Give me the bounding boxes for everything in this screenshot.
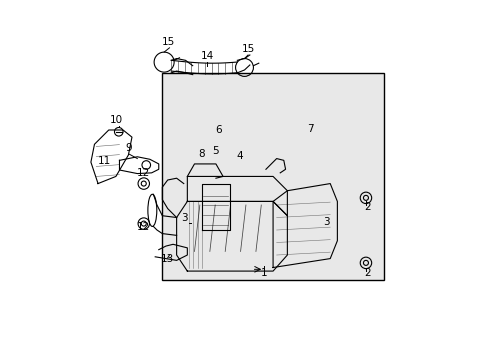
Text: 6: 6 <box>215 125 222 135</box>
Text: 12: 12 <box>137 222 150 232</box>
Text: 3: 3 <box>181 213 187 223</box>
FancyBboxPatch shape <box>162 73 383 280</box>
Text: 11: 11 <box>98 156 111 166</box>
Text: 4: 4 <box>236 150 243 161</box>
Text: 3: 3 <box>323 217 329 227</box>
Text: 8: 8 <box>198 149 204 159</box>
Text: 13: 13 <box>161 254 174 264</box>
Text: 1: 1 <box>260 269 267 278</box>
Text: 15: 15 <box>162 37 175 47</box>
Text: 7: 7 <box>306 124 313 134</box>
Text: 5: 5 <box>211 146 218 156</box>
Text: 14: 14 <box>200 50 213 60</box>
Text: 9: 9 <box>125 143 131 153</box>
Text: 10: 10 <box>109 115 122 125</box>
Text: 15: 15 <box>241 44 254 54</box>
Text: 12: 12 <box>137 168 150 179</box>
Text: 2: 2 <box>364 202 370 212</box>
Text: 2: 2 <box>364 269 370 278</box>
